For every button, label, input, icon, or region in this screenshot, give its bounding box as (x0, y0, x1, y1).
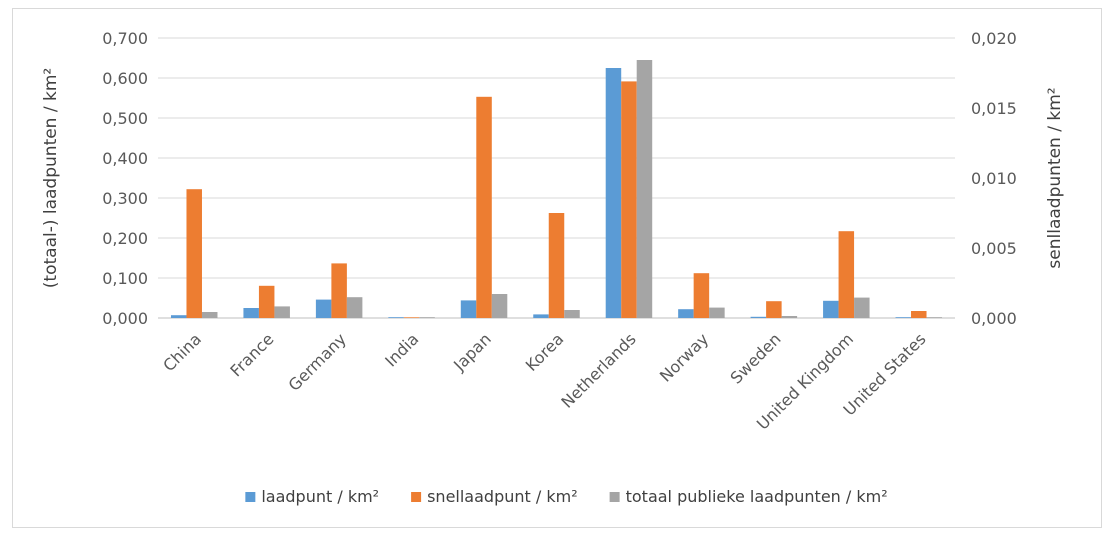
bar-japan-series-2 (476, 96, 492, 318)
y-axis-title: (totaal-) laadpunten / km² (41, 68, 61, 288)
bar-united-kingdom-series-2 (838, 231, 855, 318)
bar-korea-series-2 (548, 213, 565, 318)
y-tick-label: 0,300 (102, 189, 148, 208)
bar-india-series-1 (388, 317, 404, 318)
bar-japan-series-1 (460, 300, 477, 318)
y-tick-label: 0,100 (102, 269, 148, 288)
x-tick-label: Germany (285, 329, 350, 394)
bar-sweden-series-3 (781, 316, 798, 318)
bar-norway-series-3 (709, 307, 725, 318)
y-tick-label: 0,400 (102, 149, 148, 168)
y2-tick-label: 0,010 (971, 169, 1017, 188)
y-tick-label: 0,500 (102, 109, 148, 128)
bar-france-series-3 (274, 306, 290, 318)
y2-tick-label: 0,005 (971, 239, 1017, 258)
chart-frame (12, 8, 1102, 528)
x-tick-label: India (381, 329, 422, 370)
legend-label: totaal publieke laadpunten / km² (626, 487, 888, 506)
legend-swatch (245, 492, 256, 502)
bar-germany-series-2 (331, 263, 347, 318)
bar-france-series-1 (243, 308, 259, 318)
bar-china-series-2 (186, 189, 202, 318)
bar-netherlands-series-2 (621, 81, 637, 319)
bar-norway-series-2 (693, 273, 710, 318)
bar-united-states-series-1 (895, 317, 912, 318)
bar-germany-series-3 (346, 297, 363, 318)
x-tick-label: France (226, 329, 277, 380)
legend-label: laadpunt / km² (261, 487, 379, 506)
bar-india-series-2 (403, 317, 420, 318)
bar-germany-series-1 (315, 299, 332, 318)
y-tick-label: 0,700 (102, 29, 148, 48)
bar-sweden-series-1 (750, 316, 767, 318)
bar-india-series-3 (419, 317, 435, 318)
y-tick-label: 0,000 (102, 309, 148, 328)
bar-china-series-3 (201, 312, 218, 318)
bar-japan-series-3 (491, 294, 508, 318)
y2-tick-label: 0,020 (971, 29, 1017, 48)
x-tick-label: China (159, 329, 205, 375)
y2-tick-label: 0,015 (971, 99, 1017, 118)
bar-korea-series-3 (564, 310, 580, 318)
bar-sweden-series-2 (766, 301, 782, 318)
bar-netherlands-series-1 (605, 68, 622, 318)
bar-united-kingdom-series-3 (854, 297, 870, 318)
x-tick-label: Norway (656, 329, 712, 385)
y2-axis-title: senllaadpunten / km² (1045, 87, 1065, 268)
bar-france-series-2 (258, 285, 275, 318)
x-tick-label: Netherlands (557, 329, 639, 411)
bar-norway-series-1 (678, 309, 694, 318)
bar-united-kingdom-series-1 (823, 300, 839, 318)
x-tick-label: Japan (449, 329, 495, 375)
y-tick-label: 0,200 (102, 229, 148, 248)
legend-swatch (411, 492, 422, 502)
legend-swatch (609, 492, 620, 502)
y-tick-label: 0,600 (102, 69, 148, 88)
x-tick-label: Sweden (727, 329, 785, 387)
bar-united-states-series-2 (911, 311, 927, 318)
x-tick-label: Korea (522, 329, 568, 375)
legend-label: snellaadpunt / km² (427, 487, 578, 506)
bar-united-states-series-3 (926, 317, 943, 318)
bar-netherlands-series-3 (636, 60, 653, 318)
bar-korea-series-1 (533, 314, 549, 318)
bar-china-series-1 (170, 315, 187, 318)
y2-tick-label: 0,000 (971, 309, 1017, 328)
